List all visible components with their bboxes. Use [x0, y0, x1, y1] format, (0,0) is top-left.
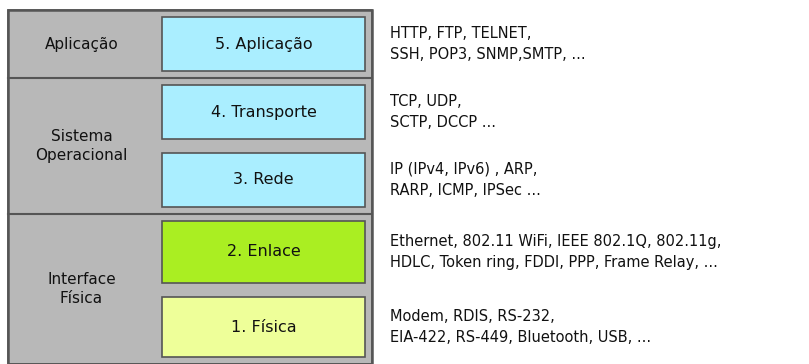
Text: Interface
Física: Interface Física [47, 272, 116, 306]
Bar [162, 221, 365, 283]
Text: Aplicação: Aplicação [44, 36, 118, 51]
Text: 1. Física: 1. Física [231, 320, 296, 335]
Bar [8, 10, 372, 364]
Text: HTTP, FTP, TELNET,
SSH, POP3, SNMP,SMTP, ...: HTTP, FTP, TELNET, SSH, POP3, SNMP,SMTP,… [390, 26, 586, 62]
Bar [162, 153, 365, 207]
Text: 4. Transporte: 4. Transporte [210, 104, 316, 119]
Text: TCP, UDP,
SCTP, DCCP ...: TCP, UDP, SCTP, DCCP ... [390, 94, 496, 130]
Bar [8, 10, 372, 78]
Bar [8, 78, 372, 214]
Text: Modem, RDIS, RS-232,
EIA-422, RS-449, Bluetooth, USB, ...: Modem, RDIS, RS-232, EIA-422, RS-449, Bl… [390, 309, 651, 345]
Bar [162, 297, 365, 357]
Bar [162, 17, 365, 71]
Text: 3. Rede: 3. Rede [233, 173, 294, 187]
Text: Sistema
Operacional: Sistema Operacional [36, 128, 128, 163]
Text: 2. Enlace: 2. Enlace [227, 245, 300, 260]
Bar [8, 214, 372, 364]
Text: Ethernet, 802.11 WiFi, IEEE 802.1Q, 802.11g,
HDLC, Token ring, FDDI, PPP, Frame : Ethernet, 802.11 WiFi, IEEE 802.1Q, 802.… [390, 234, 722, 270]
Text: IP (IPv4, IPv6) , ARP,
RARP, ICMP, IPSec ...: IP (IPv4, IPv6) , ARP, RARP, ICMP, IPSec… [390, 162, 541, 198]
Text: 5. Aplicação: 5. Aplicação [214, 36, 312, 51]
Bar [162, 85, 365, 139]
